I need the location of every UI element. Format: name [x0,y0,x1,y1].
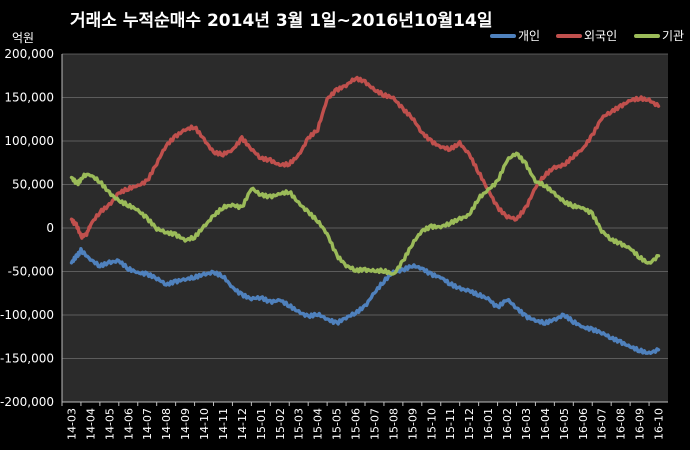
x-tick-label: 16-04 [539,408,552,440]
y-tick-label: 50,000 [12,178,54,192]
x-tick-label: 15-10 [425,408,438,440]
series-line-외국인 [69,75,661,240]
series-line-개인 [69,247,661,355]
x-tick-label: 15-01 [255,408,268,440]
x-tick-label: 16-01 [482,408,495,440]
x-tick-label: 14-03 [65,408,78,440]
y-axis-ticks: 200,000 150,000 100,000 50,000 0 -50,000 -100,… [0,47,54,409]
x-tick-label: 16-10 [653,408,666,440]
y-tick-label: -100,000 [0,308,54,322]
x-tick-label: 16-05 [558,408,571,440]
x-tick-label: 16-06 [577,408,590,440]
y-tick-label: 100,000 [4,134,54,148]
legend-label: 개인 [518,29,540,43]
x-tick-label: 15-08 [387,408,400,440]
x-tick-label: 14-06 [122,408,135,440]
x-tick-label: 14-07 [141,408,154,440]
x-tick-label: 14-04 [84,408,97,440]
y-tick-label: 150,000 [4,91,54,105]
legend-label: 기관 [662,29,684,43]
x-tick-label: 16-08 [615,408,628,440]
x-tick-label: 14-08 [160,408,173,440]
x-tick-label: 15-12 [463,408,476,440]
x-tick-label: 16-07 [596,408,609,440]
y-tick-label: -200,000 [0,395,54,409]
x-tick-label: 16-02 [501,408,514,440]
x-tick-label: 15-03 [293,408,306,440]
x-tick-label: 14-12 [236,408,249,440]
chart-title: 거래소 누적순매수 2014년 3월 1일~2016년10월14일 [70,11,492,31]
x-tick-label: 15-02 [274,408,287,440]
x-tick-label: 16-03 [520,408,533,440]
x-tick-label: 15-06 [350,408,363,440]
x-tick-label: 14-09 [179,408,192,440]
legend-label: 외국인 [584,29,617,43]
legend: 개인 외국인 기관 [490,29,684,43]
series-line-기관 [69,151,661,276]
y-axis-unit-label: 억원 [12,31,34,45]
y-tick-label: -50,000 [8,265,54,279]
x-tick-label: 14-05 [103,408,116,440]
x-tick-label: 15-11 [444,408,457,440]
x-tick-label: 15-04 [312,408,325,440]
x-tick-label: 14-10 [198,408,211,440]
x-tick-label: 14-11 [217,408,230,440]
y-tick-label: 200,000 [4,47,54,61]
x-tick-label: 15-07 [368,408,381,440]
y-tick-label: -150,000 [0,352,54,366]
x-tick-label: 15-05 [331,408,344,440]
x-axis-ticks: 14-03 14-04 14-05 14-06 14-07 14-08 14-09 14-10… [61,402,666,440]
y-tick-label: 0 [46,221,54,235]
x-tick-label: 16-09 [634,408,647,440]
x-tick-label: 15-09 [406,408,419,440]
series-lines [69,75,661,355]
